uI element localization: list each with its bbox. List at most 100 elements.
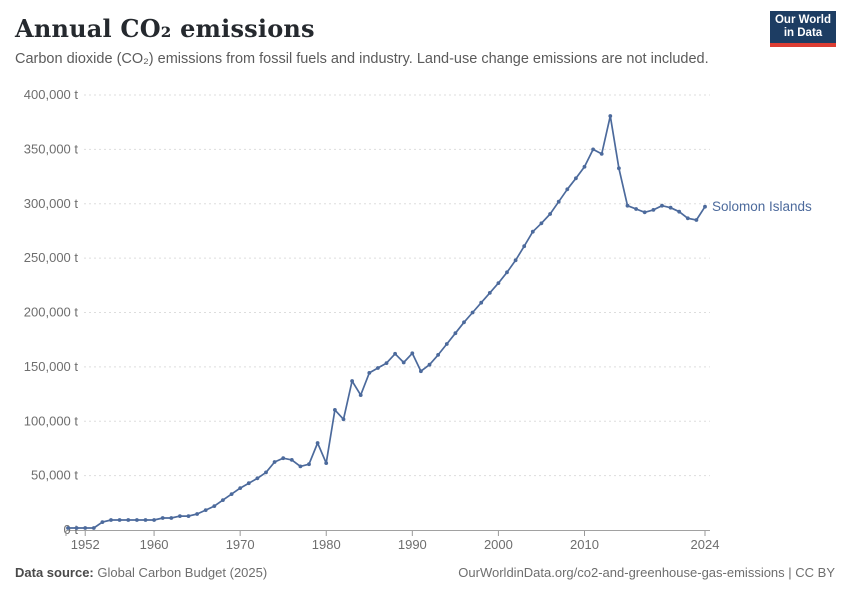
data-point-marker [410,351,415,356]
chart-subtitle: Carbon dioxide (CO₂) emissions from foss… [15,51,709,67]
owid-logo[interactable]: Our World in Data [770,11,836,47]
data-source: Data source: Global Carbon Budget (2025) [15,565,267,580]
data-point-marker [117,518,122,522]
x-tick-label: 2024 [691,537,720,552]
data-point-marker [582,164,587,169]
data-point-marker [513,258,518,263]
data-point-marker [427,362,432,367]
data-point-marker [341,417,346,422]
x-tick-label: 1970 [226,537,255,552]
data-point-marker [419,369,423,374]
data-point-marker [298,464,303,469]
data-point-marker [160,516,165,520]
data-point-marker [83,526,88,530]
data-point-marker [281,456,286,461]
data-point-marker [195,512,200,516]
data-point-marker [315,441,320,445]
data-point-marker [703,204,707,209]
data-point-marker [350,379,354,383]
data-point-marker [152,518,157,522]
series-end-label: Solomon Islands [712,199,812,214]
data-point-marker [634,207,638,211]
data-point-marker [539,221,544,226]
owid-logo-line1: Our World [774,14,831,26]
data-point-marker [556,199,561,204]
x-tick-label: 1960 [140,537,169,552]
y-tick-label: 350,000 t [24,141,79,156]
y-tick-label: 400,000 t [24,87,79,102]
data-point-marker [496,281,501,285]
data-point-marker [384,361,389,365]
data-point-marker [74,526,79,530]
data-point-marker [324,461,329,465]
data-point-marker [565,187,570,192]
data-point-marker [668,205,673,210]
y-tick-label: 50,000 t [31,468,78,483]
y-tick-label: 300,000 t [24,196,79,211]
emissions-line [67,115,706,529]
y-tick-label: 150,000 t [24,359,79,374]
data-point-marker [255,476,260,481]
data-point-marker [367,371,372,375]
data-point-marker [625,203,630,208]
x-tick-label: 2000 [484,537,513,552]
data-point-marker [169,516,174,520]
y-tick-label: 100,000 t [24,413,79,428]
data-point-marker [109,518,113,522]
data-point-marker [651,208,656,212]
y-tick-label: 250,000 t [24,250,79,265]
data-point-marker [505,270,509,275]
data-point-marker [617,166,621,171]
data-point-marker [530,229,535,234]
data-point-marker [376,366,380,370]
data-point-marker [126,518,131,522]
data-point-marker [470,310,475,315]
data-point-marker [307,462,311,467]
data-point-marker [453,331,458,336]
data-point-marker [264,470,268,475]
data-point-marker [135,518,139,522]
data-point-marker [229,492,234,496]
data-point-marker [143,518,148,522]
data-point-marker [401,360,406,365]
data-point-marker [685,216,690,221]
data-point-marker [178,514,182,518]
data-source-label: Data source: [15,565,94,580]
data-point-marker [479,300,484,305]
data-point-marker [212,504,217,508]
y-tick-label: 200,000 t [24,305,79,320]
data-point-marker [436,353,440,357]
data-point-marker [393,351,397,356]
data-point-marker [444,342,449,346]
data-point-marker [186,514,191,518]
footer-citation-link[interactable]: OurWorldinData.org/co2-and-greenhouse-ga… [458,565,835,580]
x-tick-label: 2010 [570,537,599,552]
data-point-marker [591,147,595,152]
data-point-marker [487,291,492,295]
data-point-marker [221,498,225,502]
data-point-marker [246,481,251,486]
data-point-marker [694,218,699,222]
data-point-marker [462,320,466,325]
data-point-marker [642,210,647,215]
data-point-marker [91,526,96,530]
data-point-marker [599,152,604,156]
data-point-marker [548,212,552,216]
x-tick-label: 1990 [398,537,427,552]
owid-logo-line2: in Data [783,27,823,39]
data-point-marker [66,526,70,530]
data-point-marker [203,508,208,512]
data-point-marker [677,209,682,214]
data-point-marker [333,408,337,412]
data-point-marker [574,176,578,181]
data-point-marker [522,244,527,249]
data-source-value: Global Carbon Budget (2025) [93,565,268,580]
x-tick-label: 1980 [312,537,341,552]
data-point-marker [608,114,613,118]
data-point-marker [238,486,243,490]
data-point-marker [289,458,294,462]
y-tick-label: 0 t [64,522,79,537]
page-title: Annual CO₂ emissions [15,14,315,43]
